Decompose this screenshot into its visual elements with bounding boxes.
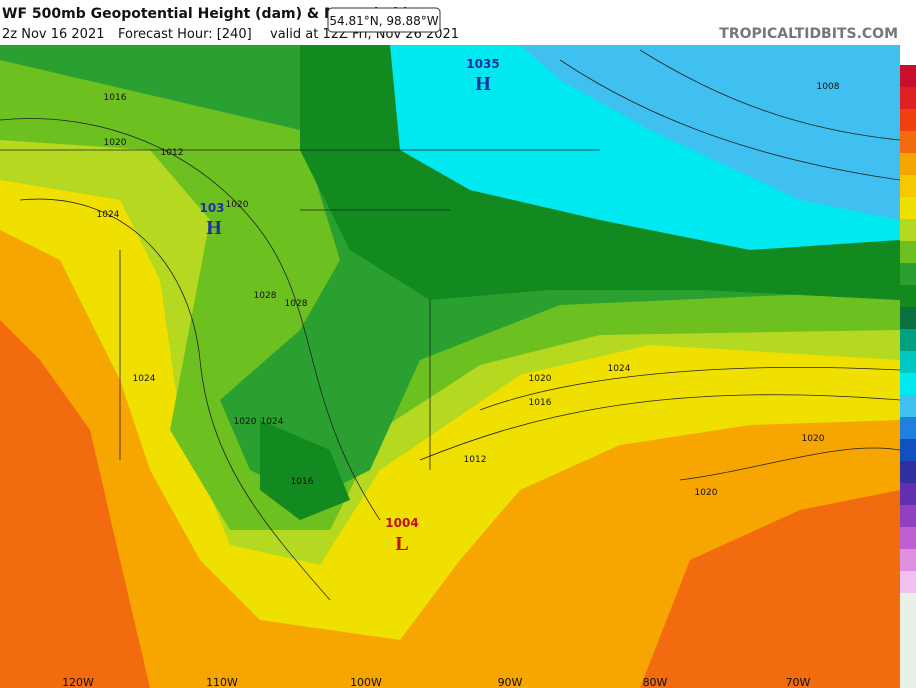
isobar-label: 1008 — [817, 82, 840, 92]
forecast-hour: Forecast Hour: [240] — [118, 27, 252, 42]
longitude-label: 100W — [350, 676, 382, 688]
center-value: 1004 — [385, 516, 418, 530]
isobar-label: 1020 — [802, 434, 825, 444]
isobar-label: 1016 — [529, 398, 552, 408]
tooltip-box — [327, 7, 441, 33]
map — [0, 45, 901, 688]
isobar-label: 1024 — [608, 364, 631, 374]
isobar-label: 1016 — [291, 477, 314, 487]
title: WF 500mb Geopotential Height (dam) & MSL… — [2, 6, 409, 22]
isobar-label: 1020 — [695, 488, 718, 498]
isobar-label: 1028 — [285, 299, 308, 309]
isobar-label: 1020 — [529, 374, 552, 384]
center-value: 103 — [199, 201, 224, 215]
init-time: 2z Nov 16 2021 — [2, 27, 105, 42]
longitude-label: 120W — [62, 676, 94, 688]
tooltip: 54.81°N, 98.88°W — [329, 14, 438, 28]
longitude-label: 70W — [786, 676, 811, 688]
center-value: 1035 — [466, 57, 499, 71]
isobar-label: 1020 — [234, 417, 257, 427]
isobar-labels: 1016 1020 1012 1024 1020 1028 1028 1024 1020 1024… — [97, 82, 840, 498]
isobar-label: 1024 — [261, 417, 284, 427]
center-letter: H — [206, 217, 222, 239]
isobar-label: 1012 — [464, 455, 487, 465]
isobar-label: 1016 — [104, 93, 127, 103]
site-name: TROPICALTIDBITS.COM — [719, 26, 898, 42]
isobar-label: 1020 — [226, 200, 249, 210]
color-bar — [900, 45, 916, 688]
isobar-label: 1028 — [254, 291, 277, 301]
pressure-centers: 1035 H 103 H 1004 L — [199, 57, 499, 555]
longitude-label: 80W — [643, 676, 668, 688]
longitude-label: 110W — [206, 676, 238, 688]
center-letter: H — [475, 73, 491, 95]
isobar-label: 1012 — [161, 148, 184, 158]
longitude-labels: 120W 110W 100W 90W 80W 70W — [62, 676, 810, 688]
header: WF 500mb Geopotential Height (dam) & MSL… — [2, 6, 898, 42]
isobar-label: 1020 — [104, 138, 127, 148]
isobar-label: 1024 — [97, 210, 120, 220]
longitude-label: 90W — [498, 676, 523, 688]
isobar-label: 1024 — [133, 374, 156, 384]
center-letter: L — [395, 533, 408, 555]
